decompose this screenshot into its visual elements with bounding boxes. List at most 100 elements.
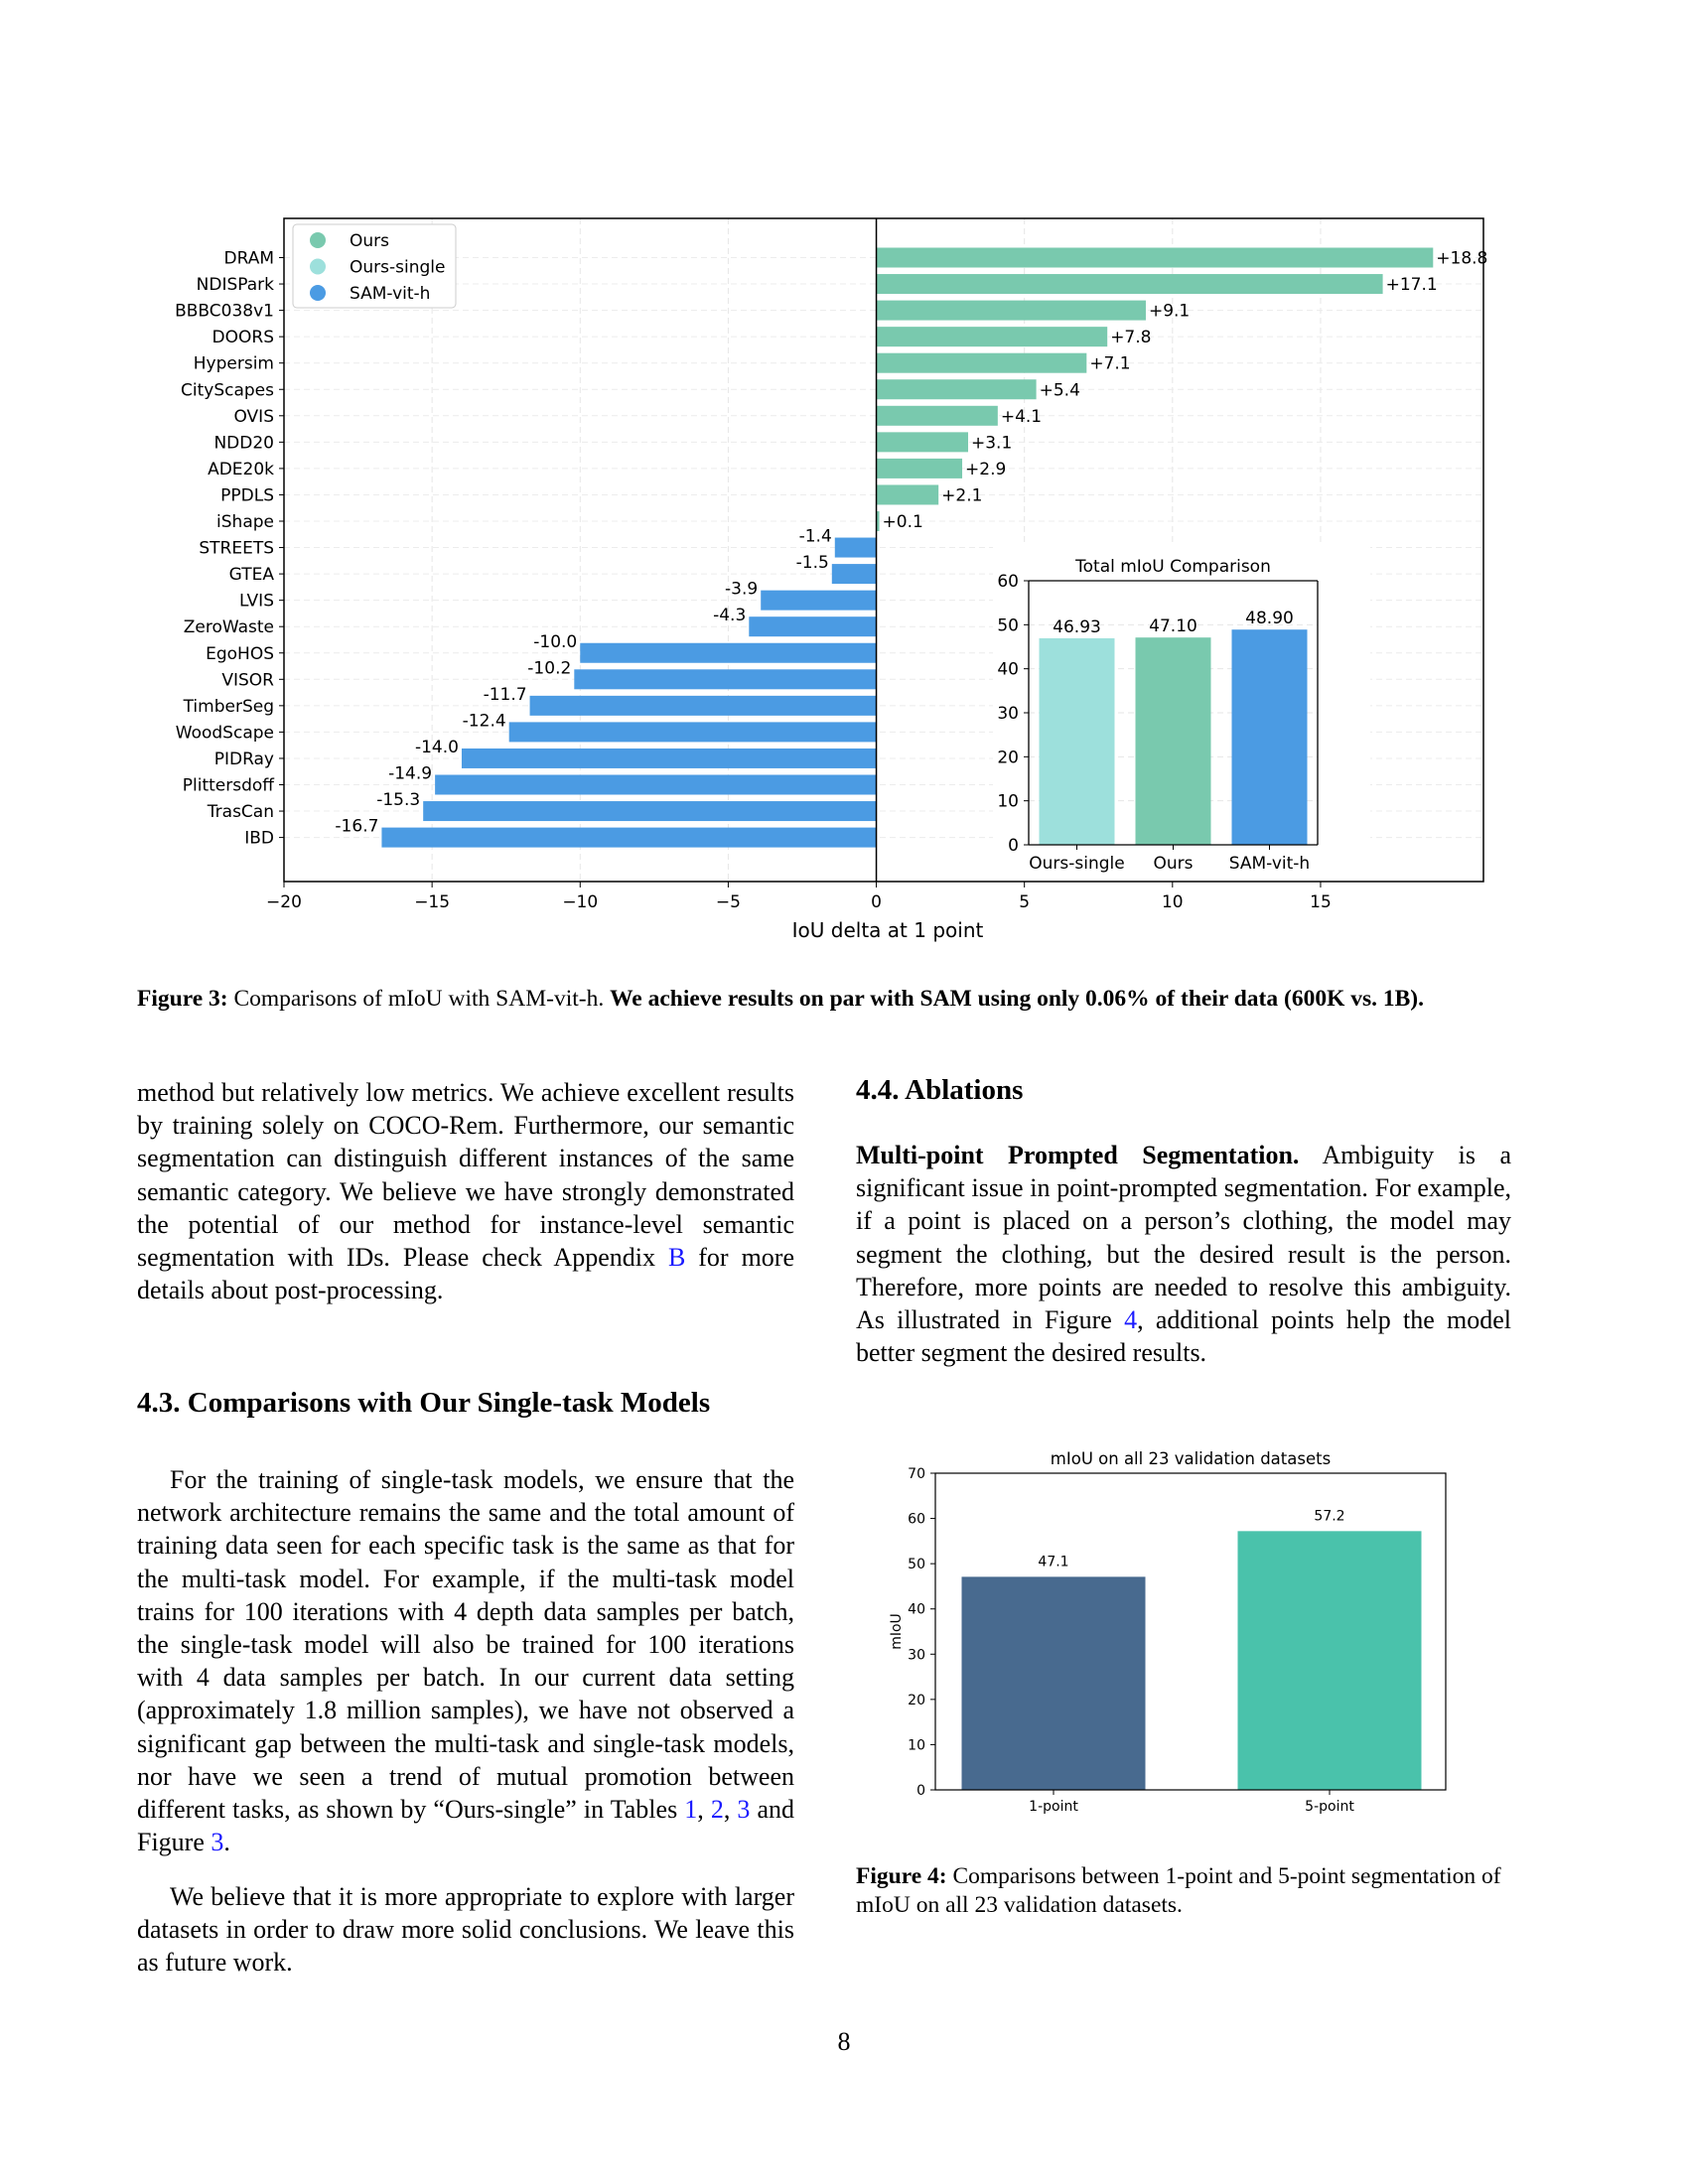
y-tick-label: Plittersdoff xyxy=(183,776,276,796)
x-tick-label: −20 xyxy=(266,892,302,912)
bar-value-label: +4.1 xyxy=(1001,407,1042,427)
y-tick-label: Hypersim xyxy=(194,354,274,374)
figure-3-link[interactable]: 3 xyxy=(211,1828,224,1857)
bar-value-label: +7.1 xyxy=(1089,354,1130,374)
y-tick-label: DOORS xyxy=(212,328,274,347)
bar-value-label: -1.4 xyxy=(799,527,832,547)
x-tick-label: 5 xyxy=(1019,892,1030,912)
left-para-2-text: For the training of single-task models, … xyxy=(137,1465,794,1825)
table-3-link[interactable]: 3 xyxy=(737,1795,751,1825)
inset-y-tick-label: 0 xyxy=(1008,836,1019,856)
y-tick-label: PIDRay xyxy=(214,750,274,769)
fig4-y-tick-label: 40 xyxy=(908,1602,925,1618)
x-tick-label: −10 xyxy=(562,892,598,912)
left-para-1-text: method but relatively low metrics. We ac… xyxy=(137,1078,794,1273)
fig4-y-tick-label: 30 xyxy=(908,1647,925,1663)
bar-value-label: +18.8 xyxy=(1436,249,1487,269)
bar-value-label: +3.1 xyxy=(971,433,1012,453)
bar-ishape xyxy=(876,511,880,531)
figure-3-chart: +18.8 DRAM +17.1 NDISPark +9.1 BBBC038v1 +7.8 D… xyxy=(175,217,1487,942)
right-para: Multi-point Prompted Segmentation. Ambig… xyxy=(856,1139,1511,1369)
fig4-y-tick-label: 20 xyxy=(908,1693,925,1708)
left-para-1-end: for more details about post-processing. xyxy=(137,1243,794,1305)
bar-value-label: +2.9 xyxy=(965,460,1006,479)
legend-marker xyxy=(310,285,326,301)
plot-frame xyxy=(283,217,1484,883)
bar-dram xyxy=(876,247,1434,268)
inset-title: Total mIoU Comparison xyxy=(1074,557,1271,577)
fig4-bar-value: 47.1 xyxy=(1038,1554,1068,1570)
bar-ovis xyxy=(876,405,998,426)
figure-4-caption: Figure 4: Comparisons between 1-point an… xyxy=(856,1862,1511,1920)
legend-label-sam-vit-h: SAM-vit-h xyxy=(350,284,430,304)
bar-lvis xyxy=(761,590,877,611)
y-tick-label: BBBC038v1 xyxy=(175,302,274,322)
x-tick-label: 10 xyxy=(1162,892,1184,912)
x-tick-label: −5 xyxy=(716,892,741,912)
bar-streets xyxy=(834,537,877,558)
bar-value-label: +9.1 xyxy=(1149,302,1190,322)
legend-box xyxy=(292,223,457,309)
inset-y-tick-label: 60 xyxy=(997,572,1019,592)
fig4-x-tick-label: 1-point xyxy=(1029,1799,1078,1815)
left-column-para3-block: We believe that it is more appropriate t… xyxy=(137,1880,794,1979)
x-tick-label: 15 xyxy=(1310,892,1332,912)
inset-bar-value: 47.10 xyxy=(1149,616,1197,636)
bar-doors xyxy=(876,327,1108,347)
left-column-para1-block: method but relatively low metrics. We ac… xyxy=(137,1076,794,1306)
table-2-link[interactable]: 2 xyxy=(710,1795,724,1825)
right-para-text: Ambiguity is a significant issue in poin… xyxy=(856,1141,1511,1335)
bar-ppdls xyxy=(876,484,939,505)
left-para-2-sep1: , xyxy=(697,1795,711,1825)
left-para-2-end: . xyxy=(223,1828,230,1857)
bar-value-label: +2.1 xyxy=(941,485,982,505)
inset-bar-ours xyxy=(1135,637,1211,845)
x-tick-label: −15 xyxy=(414,892,450,912)
y-tick-label: WoodScape xyxy=(176,723,274,743)
bar-value-label: -1.5 xyxy=(796,553,829,573)
bar-value-label: -14.0 xyxy=(415,738,459,757)
left-para-2: For the training of single-task models, … xyxy=(137,1463,794,1858)
bar-woodscape xyxy=(508,722,877,743)
legend-marker xyxy=(310,258,326,275)
legend-label-ours: Ours xyxy=(350,231,389,251)
bar-value-label: -4.3 xyxy=(713,606,746,625)
inset-bar-value: 48.90 xyxy=(1245,609,1294,628)
inset-x-tick-label: Ours xyxy=(1153,854,1193,874)
figure-4-link[interactable]: 4 xyxy=(1124,1305,1138,1335)
inset-bar-ours-single xyxy=(1039,637,1115,845)
fig4-frame xyxy=(934,1472,1447,1791)
inset-y-tick-label: 30 xyxy=(997,704,1019,724)
bar-pidray xyxy=(461,748,877,768)
fig4-x-tick-label: 5-point xyxy=(1305,1799,1354,1815)
bar-value-label: -10.2 xyxy=(527,658,571,678)
page-number: 8 xyxy=(837,2027,851,2056)
bar-bbbc038v1 xyxy=(876,300,1146,321)
fig4-y-axis-label: mIoU xyxy=(889,1613,905,1650)
fig4-y-tick-label: 0 xyxy=(916,1783,925,1799)
bar-value-label: +17.1 xyxy=(1386,275,1438,295)
appendix-b-link[interactable]: B xyxy=(667,1243,686,1273)
bar-timberseg xyxy=(529,695,877,716)
inset-x-tick-label: SAM-vit-h xyxy=(1229,854,1310,874)
bar-ibd xyxy=(381,827,877,848)
y-tick-label: ADE20k xyxy=(208,460,274,479)
y-tick-label: CityScapes xyxy=(181,380,274,400)
bar-value-label: -16.7 xyxy=(335,817,378,837)
legend-label-ours-single: Ours-single xyxy=(350,258,445,278)
legend: Ours Ours-single SAM-vit-h xyxy=(292,223,457,309)
section-4-4-heading: 4.4. Ablations xyxy=(856,1074,1024,1106)
fig4-y-tick-label: 70 xyxy=(908,1466,925,1482)
y-tick-label: EgoHOS xyxy=(206,644,274,664)
table-1-link[interactable]: 1 xyxy=(684,1795,698,1825)
right-para-end: , additional points help the model bette… xyxy=(856,1305,1511,1368)
figure-4-caption-label: Figure 4: xyxy=(856,1863,947,1889)
y-tick-label: VISOR xyxy=(221,670,274,690)
bar-value-label: -12.4 xyxy=(463,711,506,731)
bar-plittersdoff xyxy=(435,774,877,795)
y-tick-label: GTEA xyxy=(229,565,275,585)
left-para-1: method but relatively low metrics. We ac… xyxy=(137,1076,794,1306)
figure-3-caption: Figure 3: Comparisons of mIoU with SAM-v… xyxy=(137,984,1567,1014)
x-tick-label: 0 xyxy=(871,892,882,912)
fig4-y-tick-label: 50 xyxy=(908,1557,925,1572)
